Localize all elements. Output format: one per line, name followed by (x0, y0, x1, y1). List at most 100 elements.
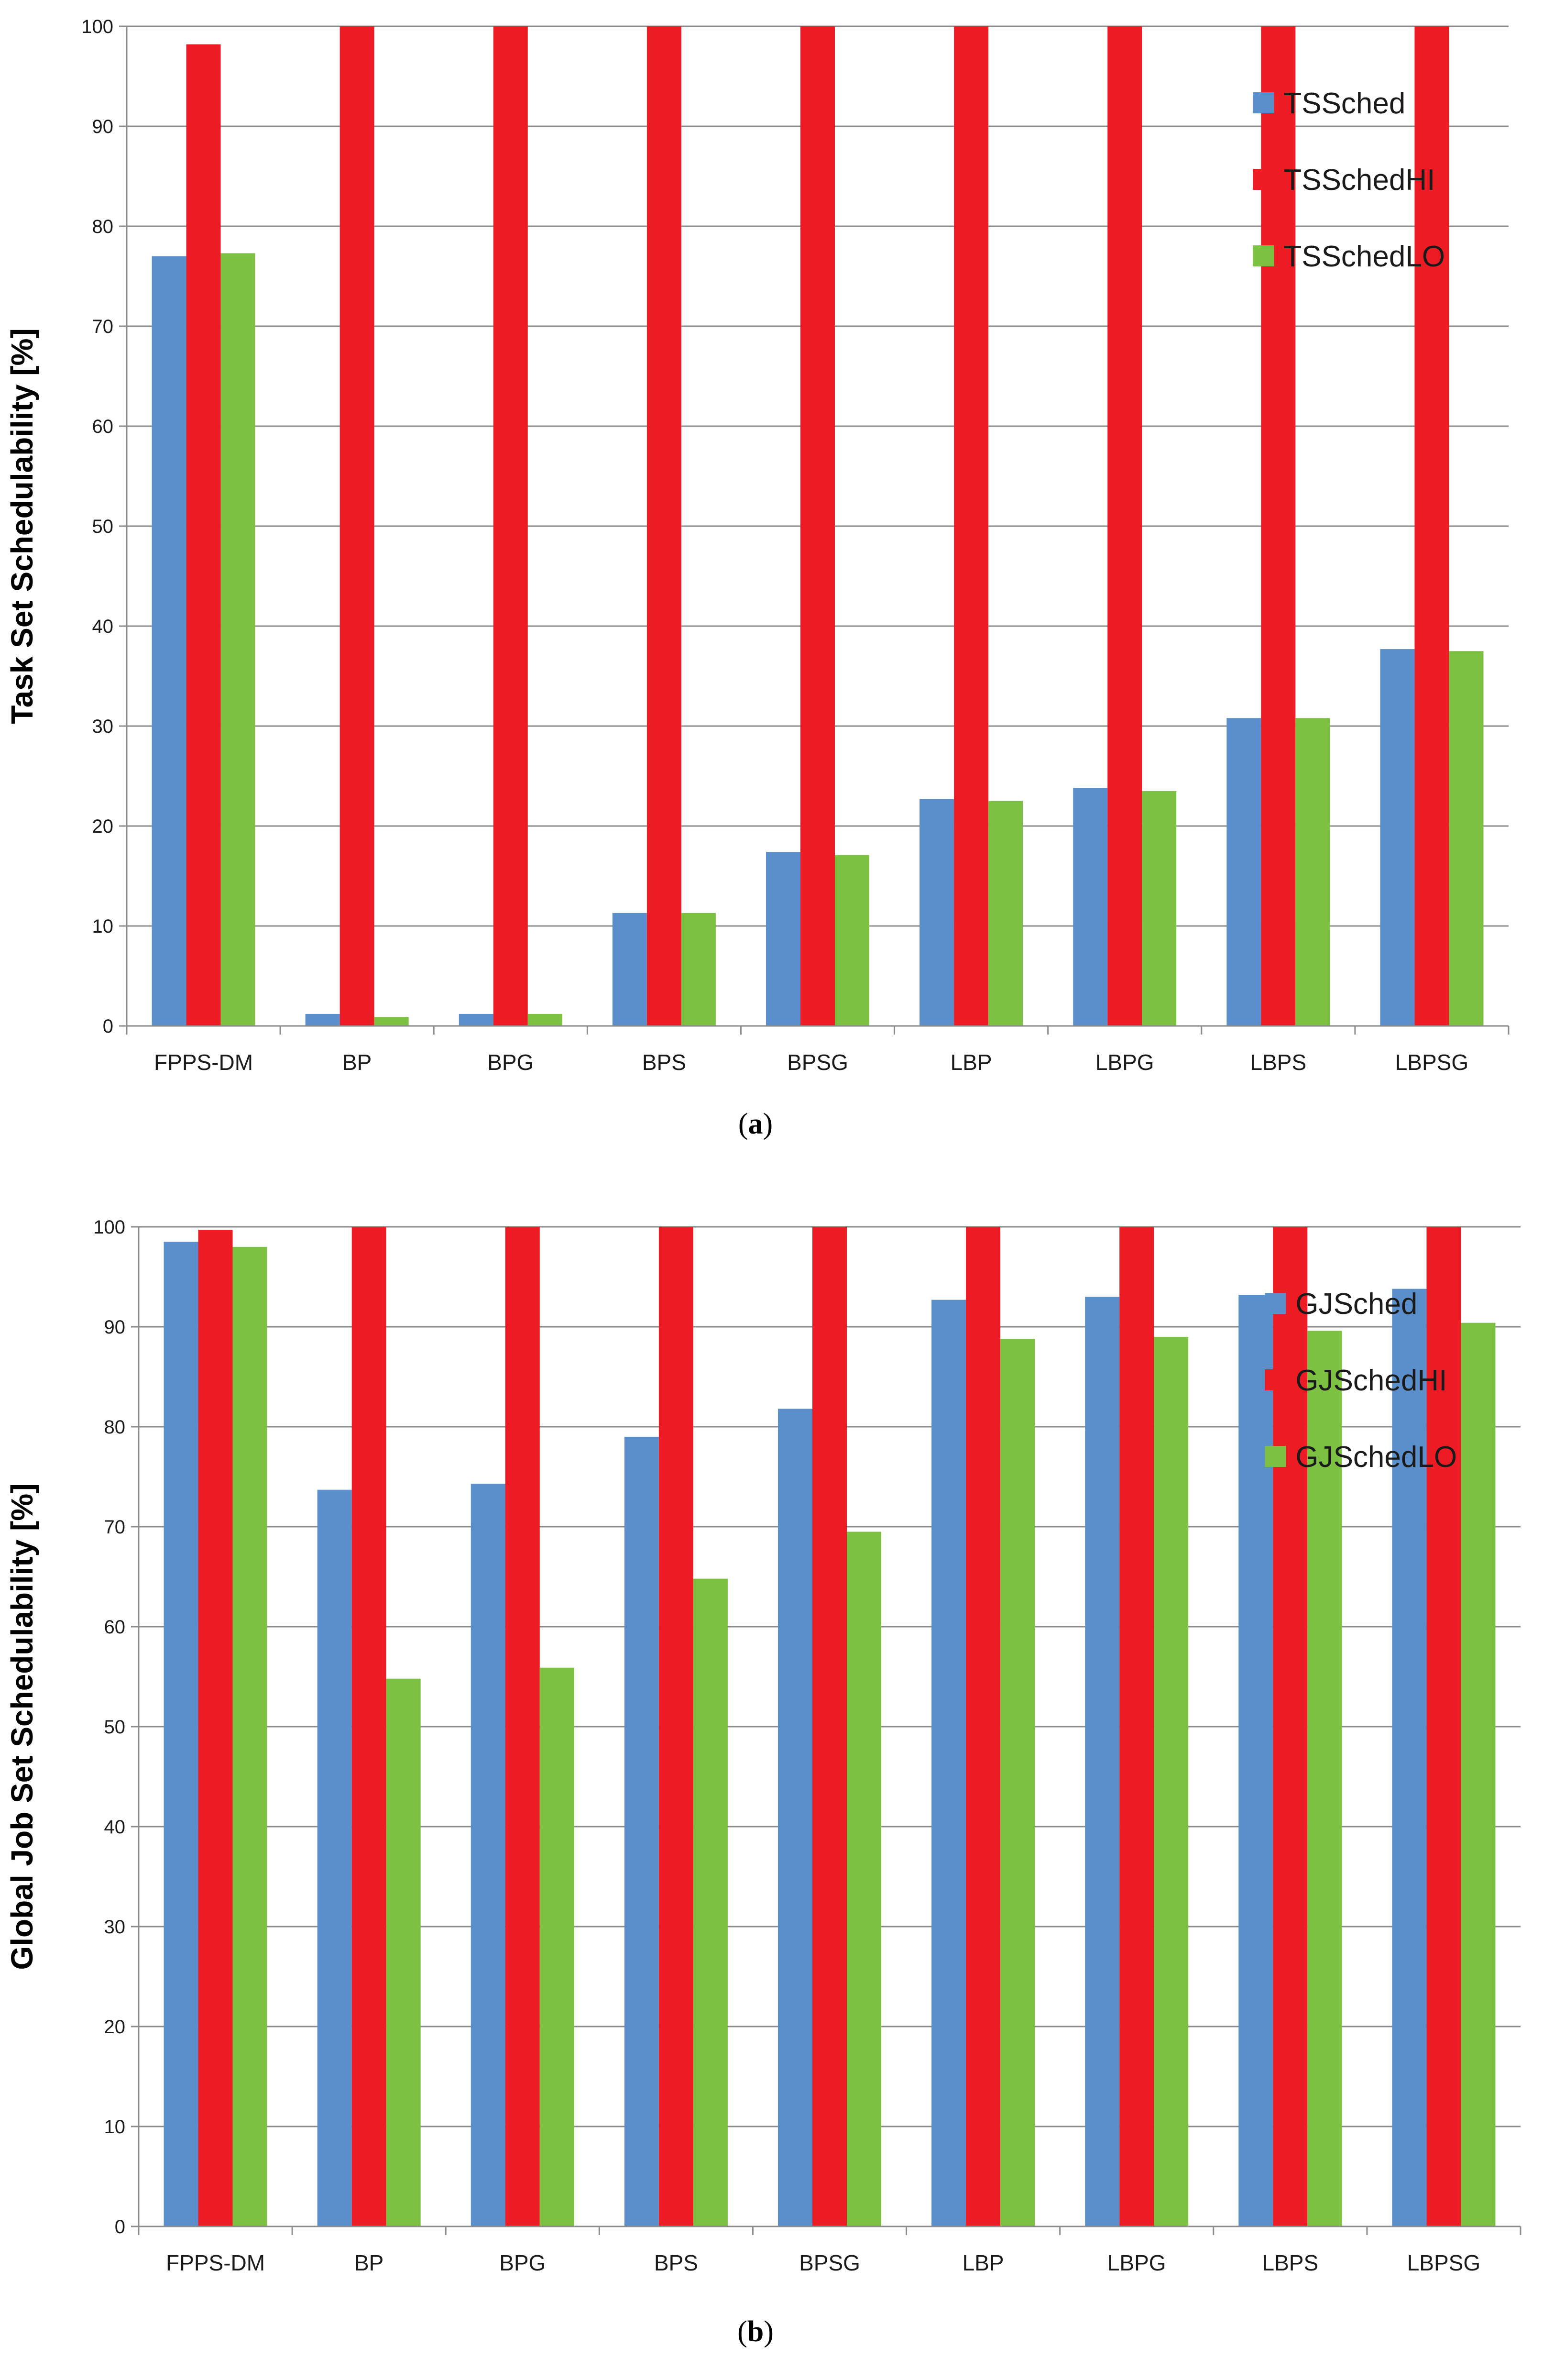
bar-GJSched-LBP (931, 1300, 966, 2226)
y-tick-label: 50 (92, 516, 114, 537)
legend-swatch-GJSchedHI (1265, 1369, 1286, 1390)
x-tick-label: BPG (499, 2250, 546, 2275)
y-tick-label: 40 (92, 616, 114, 637)
x-tick-label: LBPS (1250, 1050, 1307, 1075)
caption-open-paren: ( (737, 2315, 747, 2348)
legend-label: TSSchedLO (1283, 240, 1445, 273)
x-tick-label: BP (354, 2250, 383, 2275)
legend-swatch-GJSchedLO (1265, 1446, 1286, 1467)
x-tick-label: BPS (642, 1050, 686, 1075)
bar-GJSched-LBPG (1085, 1297, 1120, 2226)
bar-TSSched-LBPG (1073, 788, 1108, 1026)
x-tick-label: BPS (654, 2250, 698, 2275)
bar-GJSchedHI-LBPG (1119, 1227, 1154, 2226)
legend-label: TSSched (1283, 87, 1405, 120)
bar-TSSchedLO-BP (374, 1017, 409, 1026)
x-tick-label: LBPG (1107, 2250, 1166, 2275)
y-tick-label: 0 (115, 2216, 125, 2237)
y-tick-label: 40 (104, 1817, 126, 1838)
y-tick-label: 70 (92, 316, 114, 337)
bar-GJSched-BP (317, 1489, 352, 2226)
legend-swatch-GJSched (1265, 1293, 1286, 1314)
bar-GJSchedHI-BP (351, 1227, 386, 2226)
legend-swatch-TSSched (1253, 92, 1274, 113)
bar-GJSched-FPPS-DM (164, 1242, 198, 2226)
bar-TSSched-FPPS-DM (152, 256, 186, 1026)
bar-TSSchedHI-LBPSG (1414, 26, 1449, 1026)
figure-caption: (b) (737, 2315, 774, 2348)
bar-GJSchedHI-LBPS (1273, 1227, 1308, 2226)
bar-TSSchedLO-LBP (988, 801, 1023, 1026)
figure-caption: (a) (738, 1108, 773, 1140)
y-tick-label: 30 (104, 1917, 126, 1938)
y-axis-label: Task Set Schedulability [%] (5, 328, 39, 724)
bar-GJSchedHI-BPG (505, 1227, 540, 2226)
legend: GJSched GJSchedHI GJSchedLO (1265, 1288, 1457, 1474)
bar-TSSchedHI-BPG (493, 26, 528, 1026)
y-tick-label: 80 (104, 1417, 126, 1438)
bar-TSSched-BPG (459, 1014, 493, 1026)
bar-TSSched-LBPS (1226, 718, 1261, 1026)
bar-TSSchedHI-BPSG (800, 26, 835, 1026)
bar-GJSchedLO-LBPG (1154, 1336, 1189, 2226)
y-tick-label: 100 (81, 16, 113, 37)
caption-close-paren: ) (764, 2315, 774, 2348)
bar-GJSched-LBPS (1238, 1295, 1273, 2226)
y-tick-label: 20 (104, 2016, 126, 2038)
x-tick-label: BPSG (787, 1050, 848, 1075)
caption-label: b (747, 2315, 764, 2348)
x-tick-label: LBPS (1262, 2250, 1319, 2275)
bar-GJSched-BPG (471, 1484, 505, 2226)
legend-label: GJSchedLO (1295, 1441, 1457, 1474)
bar-GJSchedHI-FPPS-DM (198, 1230, 233, 2226)
legend: TSSched TSSchedHI TSSchedLO (1253, 87, 1445, 273)
x-tick-label: LBPG (1095, 1050, 1154, 1075)
bar-TSSchedLO-LBPS (1295, 718, 1330, 1026)
x-tick-label: BPSG (799, 2250, 860, 2275)
bar-TSSchedLO-BPG (527, 1014, 562, 1026)
bar-GJSchedLO-LBPS (1307, 1331, 1342, 2226)
bar-TSSchedHI-LBPS (1261, 26, 1296, 1026)
legend-label: GJSchedHI (1295, 1364, 1447, 1397)
bar-GJSchedHI-LBP (966, 1227, 1001, 2226)
bar-TSSchedLO-FPPS-DM (220, 253, 255, 1026)
y-tick-label: 60 (92, 416, 114, 437)
y-tick-label: 30 (92, 716, 114, 737)
bar-TSSchedHI-BP (339, 26, 374, 1026)
bar-GJSchedLO-LBP (1000, 1339, 1035, 2226)
bar-GJSched-BPS (624, 1436, 659, 2226)
y-tick-label: 90 (92, 116, 114, 137)
x-tick-label: LBP (951, 1050, 992, 1075)
legend-label: GJSched (1295, 1288, 1417, 1321)
bar-TSSchedHI-LBPG (1107, 26, 1142, 1026)
bar-TSSchedHI-BPS (646, 26, 681, 1026)
bar-GJSchedLO-FPPS-DM (232, 1246, 267, 2226)
legend-swatch-TSSchedLO (1253, 245, 1274, 266)
x-tick-label: BPG (487, 1050, 534, 1075)
y-tick-label: 50 (104, 1717, 126, 1738)
bar-TSSched-BPSG (766, 852, 800, 1026)
y-tick-label: 0 (103, 1016, 113, 1037)
bar-TSSchedLO-BPS (681, 913, 716, 1026)
caption-label: a (748, 1108, 763, 1140)
x-tick-label: LBPSG (1407, 2250, 1480, 2275)
bar-GJSchedLO-BPS (693, 1578, 728, 2226)
bar-GJSchedHI-BPSG (812, 1227, 847, 2226)
bar-GJSched-BPSG (778, 1409, 812, 2226)
bar-TSSched-BPS (612, 913, 647, 1026)
x-tick-label: LBP (963, 2250, 1004, 2275)
bar-TSSchedLO-LBPG (1142, 791, 1177, 1026)
x-tick-label: FPPS-DM (154, 1050, 253, 1075)
bar-GJSchedLO-LBPSG (1461, 1322, 1496, 2226)
bar-TSSched-LBP (919, 799, 954, 1026)
bar-GJSchedHI-LBPSG (1426, 1227, 1461, 2226)
y-tick-label: 20 (92, 816, 114, 837)
bar-GJSchedLO-BPSG (847, 1532, 881, 2226)
chart-b: 0 10 20 30 40 50 60 70 80 90 100 FPPS-DM BP BPG BPS BPS… (5, 1217, 1521, 2348)
bar-GJSchedLO-BPG (539, 1667, 574, 2226)
y-tick-label: 90 (104, 1317, 126, 1338)
chart-a: 0 10 20 30 40 50 60 70 80 90 100 FPPS-DM BP BPG BPS BPS… (5, 16, 1510, 1140)
y-tick-label: 60 (104, 1617, 126, 1638)
bar-TSSched-BP (305, 1014, 340, 1026)
